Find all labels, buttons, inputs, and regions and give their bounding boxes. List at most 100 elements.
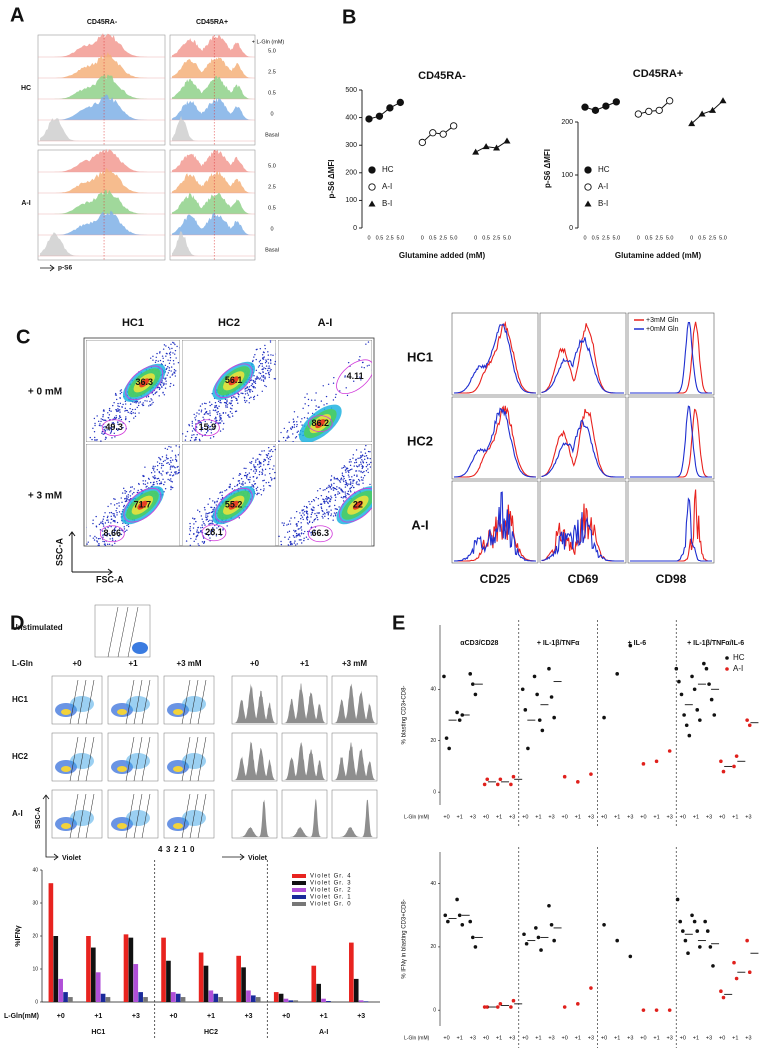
event — [105, 419, 107, 422]
event — [166, 473, 168, 475]
event — [256, 377, 258, 379]
event — [197, 509, 199, 511]
event — [159, 351, 161, 353]
event — [177, 362, 180, 364]
event — [181, 377, 182, 378]
event — [214, 405, 216, 407]
event — [322, 489, 324, 491]
event — [212, 522, 214, 525]
x-axis-label: Glutamine added (mM) — [615, 251, 702, 260]
event — [263, 450, 265, 452]
plot-title: Unstimulated — [12, 623, 63, 632]
event — [206, 413, 208, 415]
x-tick-label: +1 — [94, 1013, 102, 1020]
x-axis-label: L-Gln(mM) — [4, 1013, 39, 1020]
event — [113, 531, 116, 533]
event — [326, 497, 328, 499]
event — [103, 541, 106, 543]
event — [100, 440, 102, 442]
event — [258, 378, 261, 380]
point — [687, 733, 692, 738]
event — [114, 498, 116, 501]
point — [707, 682, 711, 686]
event — [295, 425, 298, 428]
event — [245, 477, 248, 479]
event — [195, 415, 197, 417]
event — [336, 486, 338, 488]
event — [111, 437, 113, 439]
event — [329, 487, 331, 489]
panel-label: B — [342, 6, 356, 28]
event — [205, 432, 208, 434]
event — [114, 542, 116, 544]
event — [252, 457, 254, 459]
event — [191, 554, 192, 555]
x-tick-label: +3 — [470, 814, 476, 820]
event — [270, 479, 273, 481]
x-axis-label: FSC-A — [96, 574, 124, 584]
event — [130, 412, 133, 415]
event — [115, 526, 117, 528]
event — [175, 456, 177, 458]
event — [332, 487, 334, 489]
event — [129, 407, 131, 410]
event — [167, 478, 169, 481]
event — [107, 505, 109, 508]
event — [258, 365, 261, 367]
event — [264, 344, 266, 347]
event — [340, 477, 342, 480]
event — [102, 534, 104, 536]
x-tick-label: 0 — [421, 235, 424, 241]
y-tick-label: 100 — [345, 197, 357, 204]
x-tick-label: +3 — [627, 1035, 633, 1041]
point — [703, 919, 707, 924]
event — [262, 485, 265, 487]
event — [220, 417, 222, 420]
event — [219, 399, 221, 402]
event — [92, 427, 94, 430]
event — [356, 375, 358, 378]
point — [509, 782, 513, 787]
event — [215, 406, 217, 408]
y-tick-label: 400 — [345, 114, 357, 121]
event — [172, 474, 175, 476]
point — [628, 643, 633, 648]
event — [110, 518, 113, 521]
bar — [316, 983, 321, 1002]
event — [330, 513, 333, 515]
event — [261, 375, 263, 377]
event — [333, 512, 336, 514]
event — [264, 384, 266, 387]
event — [107, 521, 110, 523]
event — [258, 461, 261, 464]
point — [581, 103, 589, 111]
event — [195, 520, 197, 523]
event — [172, 465, 174, 467]
event — [237, 402, 239, 404]
event — [170, 343, 172, 345]
histogram — [233, 741, 276, 780]
event — [165, 383, 167, 385]
event — [261, 468, 264, 471]
event — [238, 482, 241, 484]
event — [237, 396, 240, 398]
y-axis-label: SSC-A — [54, 538, 64, 567]
event — [169, 357, 172, 359]
event — [367, 468, 369, 470]
event — [248, 397, 251, 400]
event — [293, 549, 294, 550]
event — [288, 421, 290, 423]
event — [92, 537, 95, 539]
bar — [208, 990, 214, 1002]
event — [116, 507, 118, 510]
event — [212, 528, 214, 530]
event — [226, 525, 228, 527]
x-tick-label: +3 — [588, 814, 594, 820]
event — [368, 463, 371, 466]
event — [152, 393, 155, 396]
event — [252, 476, 255, 478]
event — [299, 535, 301, 537]
event — [103, 428, 105, 431]
x-tick-label: +0 — [443, 1035, 449, 1041]
event — [171, 450, 173, 452]
